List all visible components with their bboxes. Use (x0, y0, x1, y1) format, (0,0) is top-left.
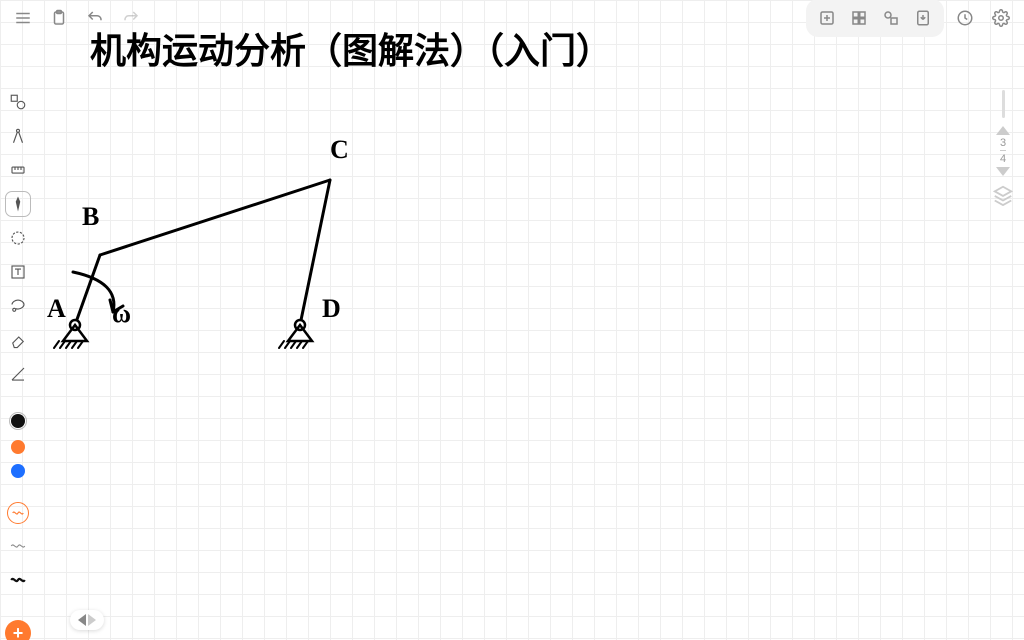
add-box-icon[interactable] (812, 3, 842, 33)
menu-icon[interactable] (8, 3, 38, 33)
page-total: 4 (1000, 153, 1006, 165)
lasso-icon[interactable] (6, 294, 30, 318)
tape-icon[interactable] (6, 226, 30, 250)
pen-icon[interactable] (6, 192, 30, 216)
canvas-area[interactable]: ABCDω 机构运动分析（图解法）（入门） (0, 0, 1024, 640)
svg-text:B: B (82, 202, 99, 231)
top-toolbar (0, 0, 1024, 36)
angle-icon[interactable] (6, 362, 30, 386)
shapes-tool-icon[interactable] (6, 90, 30, 114)
svg-text:D: D (322, 294, 341, 323)
top-right-pill (806, 0, 944, 37)
right-panel: 3 4 (986, 90, 1020, 206)
shapes-icon[interactable] (876, 3, 906, 33)
undo-icon[interactable] (80, 3, 110, 33)
bottom-page-nav (70, 610, 104, 630)
color-orange[interactable] (11, 440, 25, 454)
eraser-icon[interactable] (6, 328, 30, 352)
clock-icon[interactable] (950, 3, 980, 33)
compass-icon[interactable] (6, 124, 30, 148)
top-right-group (806, 0, 1016, 37)
ruler-icon[interactable] (6, 158, 30, 182)
next-page-icon[interactable] (88, 614, 96, 626)
svg-text:ω: ω (112, 299, 131, 328)
page-down-icon[interactable] (996, 167, 1010, 176)
stroke-wave-1[interactable] (7, 502, 29, 524)
page-up-icon[interactable] (996, 126, 1010, 135)
page-current: 3 (1000, 137, 1006, 151)
color-black[interactable] (9, 412, 27, 430)
stroke-wave-3[interactable] (6, 568, 30, 592)
top-left-group (8, 3, 146, 33)
svg-text:A: A (47, 294, 66, 323)
layers-icon[interactable] (992, 184, 1014, 206)
grid-icon[interactable] (844, 3, 874, 33)
settings-icon[interactable] (986, 3, 1016, 33)
export-icon[interactable] (908, 3, 938, 33)
paste-icon[interactable] (44, 3, 74, 33)
stroke-wave-2[interactable] (6, 534, 30, 558)
drawing-layer: A B C Dω (0, 0, 1024, 640)
color-blue[interactable] (11, 464, 25, 478)
left-toolbar: + (4, 90, 32, 640)
page-navigator: 3 4 (996, 126, 1010, 176)
right-divider (1002, 90, 1005, 118)
text-icon[interactable] (6, 260, 30, 284)
svg-text:C: C (330, 135, 349, 164)
prev-page-icon[interactable] (78, 614, 86, 626)
redo-icon[interactable] (116, 3, 146, 33)
add-button[interactable]: + (5, 620, 31, 640)
